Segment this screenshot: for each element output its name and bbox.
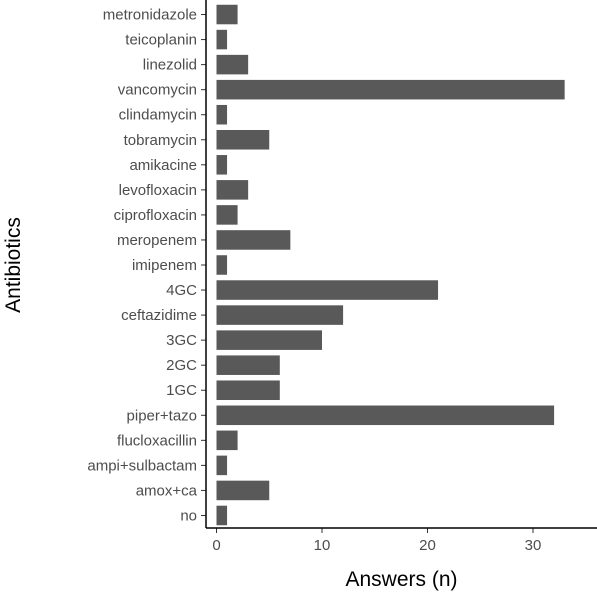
y-tick-label: 3GC: [166, 332, 197, 349]
bar-teicoplanin: [216, 29, 228, 50]
y-tick-label: 4GC: [166, 282, 197, 299]
x-tick-label: 10: [314, 537, 331, 554]
bar-ciprofloxacin: [216, 205, 238, 225]
y-tick-label: clindamycin: [119, 107, 197, 124]
x-tick-label: 20: [419, 537, 436, 554]
bar-ceftazidime: [216, 305, 344, 325]
x-axis-ticks: 0 10 20 30: [212, 528, 541, 554]
bars-group: [216, 4, 565, 526]
y-tick-label: tobramycin: [124, 132, 197, 149]
bar-tobramycin: [216, 129, 270, 150]
y-tick-label: ampi+sulbactam: [87, 457, 197, 474]
y-tick-label: imipenem: [132, 257, 197, 274]
y-tick-label: 2GC: [166, 357, 197, 374]
bar-ampi-sulbactam: [216, 455, 228, 476]
y-tick-label: levofloxacin: [119, 182, 197, 199]
bar-meropenem: [216, 230, 291, 250]
y-tick-label: piper+tazo: [127, 407, 197, 424]
bar-levofloxacin: [216, 180, 249, 200]
bar-vancomycin: [216, 79, 565, 100]
bar-imipenem: [216, 255, 228, 275]
bar-2gc: [216, 355, 280, 375]
y-tick-label: amikacine: [129, 157, 197, 174]
y-tick-label: 1GC: [166, 382, 197, 399]
bar-amox-ca: [216, 480, 270, 501]
bar-4gc: [216, 280, 439, 300]
bar-piper-tazo: [216, 405, 555, 426]
bar-metronidazole: [216, 4, 238, 25]
y-tick-label: meropenem: [117, 232, 197, 249]
y-axis-ticks: metronidazole teicoplanin linezolid vancomy…: [87, 7, 206, 524]
bar-amikacine: [216, 155, 228, 175]
y-tick-label: linezolid: [143, 57, 197, 74]
y-axis-title: Antibiotics: [2, 217, 25, 313]
bar-linezolid: [216, 54, 249, 75]
bar-clindamycin: [216, 104, 228, 125]
x-axis-title: Answers (n): [345, 568, 457, 591]
bar-1gc: [216, 380, 280, 401]
y-tick-label: no: [180, 507, 197, 524]
y-tick-label: ciprofloxacin: [114, 207, 197, 224]
bar-no: [216, 505, 228, 526]
y-tick-label: teicoplanin: [125, 32, 197, 49]
y-tick-label: metronidazole: [103, 7, 197, 24]
y-tick-label: ceftazidime: [121, 307, 197, 324]
bar-flucloxacillin: [216, 430, 238, 451]
y-tick-label: amox+ca: [136, 482, 198, 499]
y-tick-label: vancomycin: [118, 82, 197, 99]
bar-3gc: [216, 330, 322, 350]
y-tick-label: flucloxacillin: [117, 432, 197, 449]
x-tick-label: 0: [212, 537, 220, 554]
x-tick-label: 30: [525, 537, 542, 554]
